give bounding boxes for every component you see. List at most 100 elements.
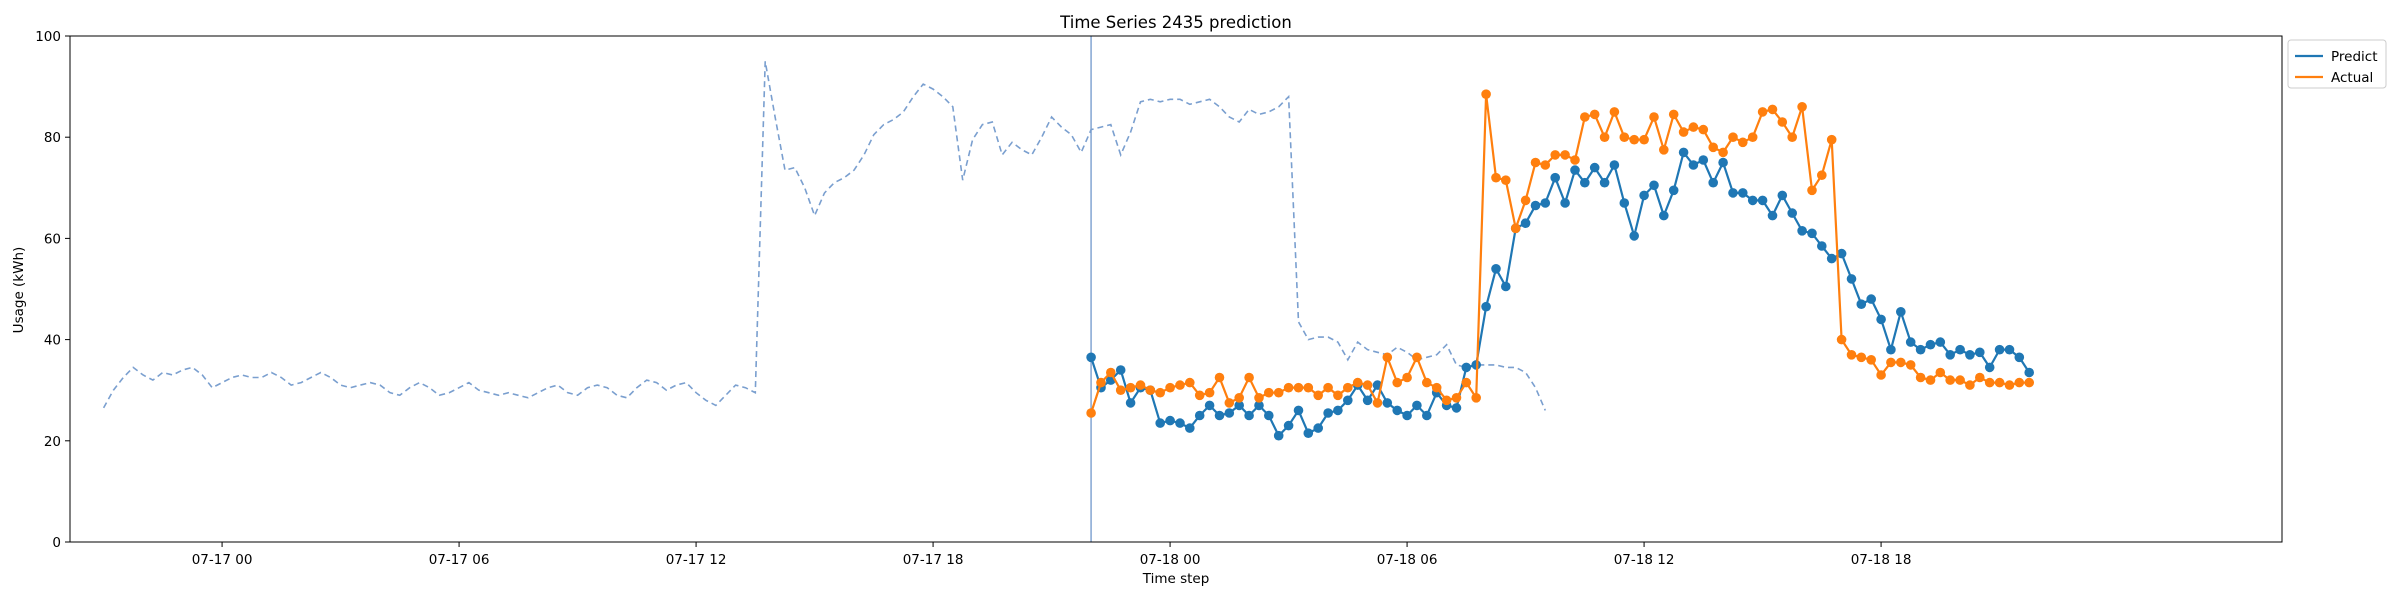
data-point-actual	[1639, 134, 1649, 145]
data-point-actual	[1975, 372, 1985, 383]
data-point-actual	[1431, 382, 1442, 393]
data-point-predict	[1747, 195, 1758, 206]
data-point-predict	[1807, 228, 1817, 239]
data-point-predict	[1214, 410, 1225, 421]
data-point-actual	[1698, 124, 1709, 135]
data-point-predict	[1599, 177, 1610, 188]
data-point-predict	[1560, 198, 1570, 208]
data-point-actual	[1323, 382, 1333, 393]
data-point-actual	[1718, 147, 1728, 158]
data-point-actual	[1520, 195, 1531, 206]
data-point-actual	[1659, 145, 1669, 155]
data-point-predict	[1984, 362, 1995, 373]
data-point-actual	[1836, 334, 1847, 345]
data-point-actual	[1965, 380, 1975, 390]
data-point-actual	[1165, 382, 1175, 393]
x-tick-label: 07-18 18	[1851, 552, 1912, 568]
y-tick-label: 100	[35, 29, 61, 45]
data-point-actual	[1461, 377, 1472, 388]
data-point-actual	[1293, 382, 1304, 393]
data-point-predict	[1767, 210, 1778, 221]
data-point-predict	[1698, 155, 1709, 165]
data-point-predict	[1708, 177, 1718, 188]
data-point-actual	[1738, 137, 1748, 148]
data-point-actual	[1145, 385, 1156, 396]
data-point-actual	[1876, 370, 1886, 380]
x-tick-label: 07-18 00	[1140, 552, 1201, 568]
data-point-actual	[1343, 382, 1353, 393]
data-point-predict	[1836, 248, 1847, 259]
data-point-actual	[1204, 387, 1215, 398]
data-point-actual	[1491, 172, 1501, 183]
data-point-actual	[1530, 157, 1541, 168]
data-point-predict	[1382, 398, 1393, 408]
y-tick-label: 80	[44, 130, 61, 146]
data-point-predict	[1461, 362, 1472, 373]
data-point-actual	[1096, 377, 1106, 388]
x-tick-label: 07-17 00	[192, 552, 253, 568]
data-point-actual	[1619, 132, 1630, 142]
x-tick-label: 07-17 12	[666, 552, 727, 568]
data-point-predict	[1333, 405, 1343, 416]
data-point-actual	[1086, 408, 1096, 418]
data-point-actual	[1629, 134, 1639, 145]
data-point-predict	[1175, 418, 1185, 428]
data-point-actual	[1135, 380, 1146, 390]
data-point-actual	[1728, 132, 1738, 142]
data-point-actual	[1777, 117, 1788, 127]
data-point-actual	[1412, 352, 1422, 363]
data-point-predict	[1451, 403, 1462, 413]
data-point-predict	[1609, 160, 1620, 170]
data-point-actual	[1194, 390, 1205, 401]
data-point-predict	[1501, 281, 1511, 292]
legend: Predict Actual	[2287, 39, 2387, 89]
data-point-actual	[1856, 352, 1867, 363]
data-point-actual	[1550, 150, 1560, 160]
data-point-actual	[1649, 112, 1659, 122]
axes: 0 20 40 60 80 100 07-17 00 07-17 06 07-17 12 07-1…	[35, 29, 2283, 568]
data-point-predict	[1125, 398, 1136, 408]
data-point-predict	[1728, 188, 1738, 198]
data-point-actual	[1570, 155, 1580, 165]
data-point-predict	[1115, 365, 1126, 375]
data-point-predict	[1935, 337, 1946, 347]
x-tick-label: 07-18 06	[1377, 552, 1438, 568]
x-tick-label: 07-18 12	[1614, 552, 1675, 568]
data-point-predict	[1668, 185, 1679, 196]
data-point-actual	[1935, 367, 1946, 378]
data-point-actual	[1668, 109, 1679, 120]
data-point-actual	[1422, 377, 1432, 388]
data-point-actual	[1372, 398, 1383, 408]
data-point-actual	[1925, 375, 1936, 385]
data-point-predict	[1955, 344, 1965, 355]
data-point-predict	[1412, 400, 1422, 411]
data-point-predict	[1204, 400, 1215, 411]
data-point-actual	[1264, 387, 1274, 398]
data-point-predict	[1550, 172, 1560, 183]
data-point-actual	[1866, 355, 1876, 365]
data-point-actual	[1313, 390, 1323, 401]
data-point-predict	[1323, 408, 1333, 418]
data-point-actual	[1382, 352, 1393, 363]
data-point-predict	[1757, 195, 1768, 206]
data-point-predict	[1965, 350, 1975, 360]
data-point-actual	[1580, 112, 1590, 122]
data-point-actual	[1984, 377, 1995, 388]
data-point-predict	[1856, 299, 1867, 310]
data-point-predict	[1945, 350, 1955, 360]
data-point-actual	[1303, 382, 1314, 393]
data-point-actual	[1945, 375, 1955, 385]
data-point-actual	[1905, 360, 1916, 370]
data-point-predict	[1491, 264, 1501, 274]
x-tick-label: 07-17 06	[429, 552, 490, 568]
data-point-actual	[1757, 107, 1768, 117]
data-point-actual	[1451, 393, 1462, 403]
data-point-actual	[1273, 387, 1284, 398]
y-axis-label: Usage (kWh)	[11, 247, 27, 334]
data-point-actual	[1688, 122, 1699, 132]
data-point-actual	[1501, 175, 1511, 185]
data-point-predict	[1481, 301, 1491, 312]
data-point-predict	[1925, 339, 1936, 350]
data-point-predict	[1678, 147, 1689, 158]
